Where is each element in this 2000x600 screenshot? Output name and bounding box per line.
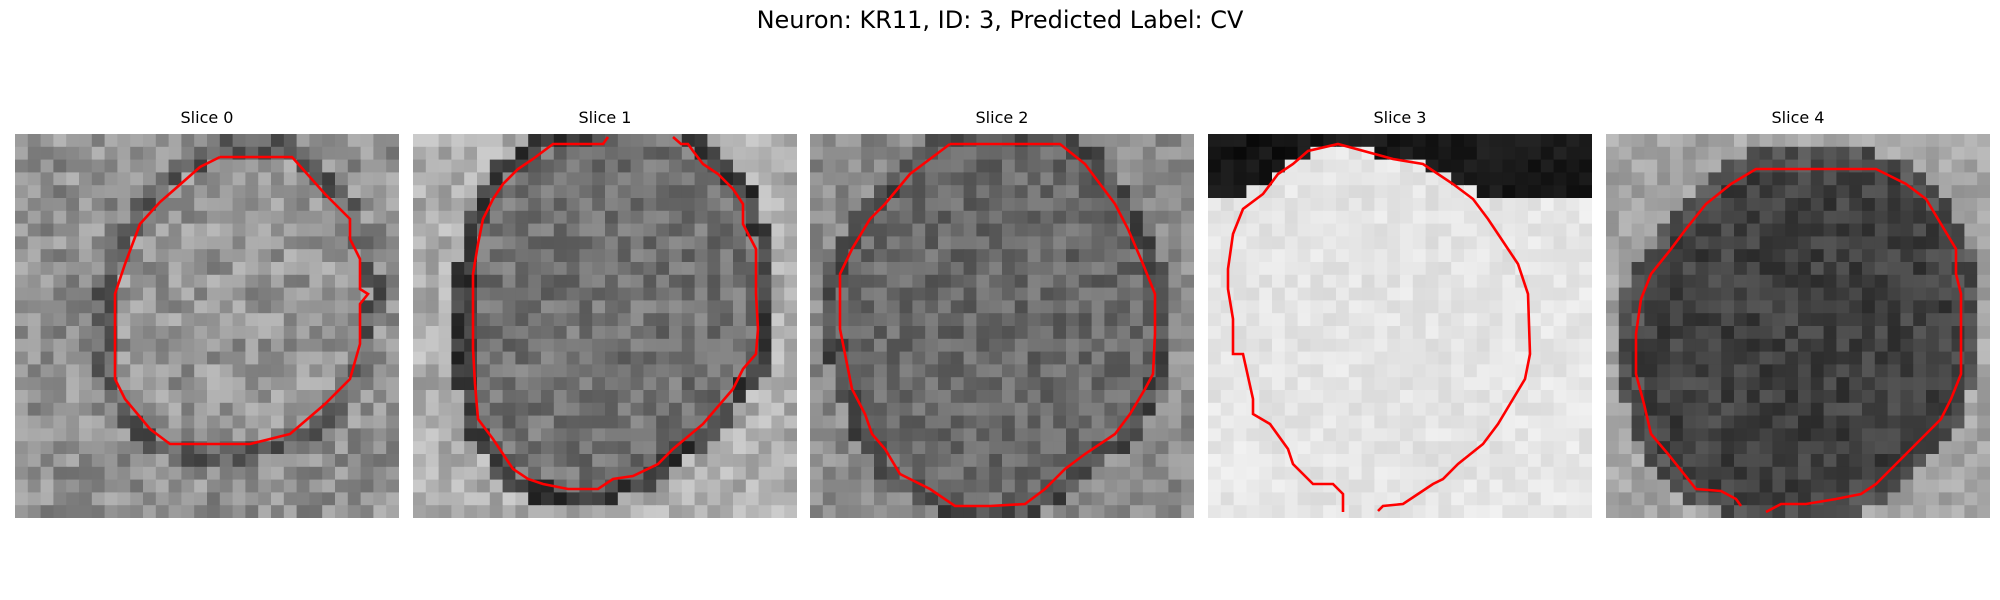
slice-3-pixels — [1208, 134, 1592, 518]
slice-1-contour — [471, 136, 760, 491]
slice-1-pixels — [413, 134, 797, 518]
figure-title: Neuron: KR11, ID: 3, Predicted Label: CV — [756, 6, 1244, 34]
slice-3-contour — [1226, 142, 1532, 512]
slice-image-2 — [810, 134, 1194, 518]
slice-2-contour — [838, 142, 1157, 508]
slice-title-2: Slice 2 — [975, 108, 1029, 127]
slice-2-pixels — [810, 134, 1194, 518]
slice-0-pixels — [15, 134, 399, 518]
slice-image-4 — [1606, 134, 1990, 518]
slice-image-3 — [1208, 134, 1592, 518]
slice-title-1: Slice 1 — [578, 108, 632, 127]
slice-image-1 — [413, 134, 797, 518]
slice-title-4: Slice 4 — [1771, 108, 1825, 127]
slice-4-pixels — [1606, 134, 1990, 518]
slice-title-0: Slice 0 — [180, 108, 234, 127]
slice-image-0 — [15, 134, 399, 518]
slice-title-3: Slice 3 — [1373, 108, 1427, 127]
slice-4-contour — [1634, 167, 1963, 514]
slice-0-contour — [113, 155, 370, 446]
